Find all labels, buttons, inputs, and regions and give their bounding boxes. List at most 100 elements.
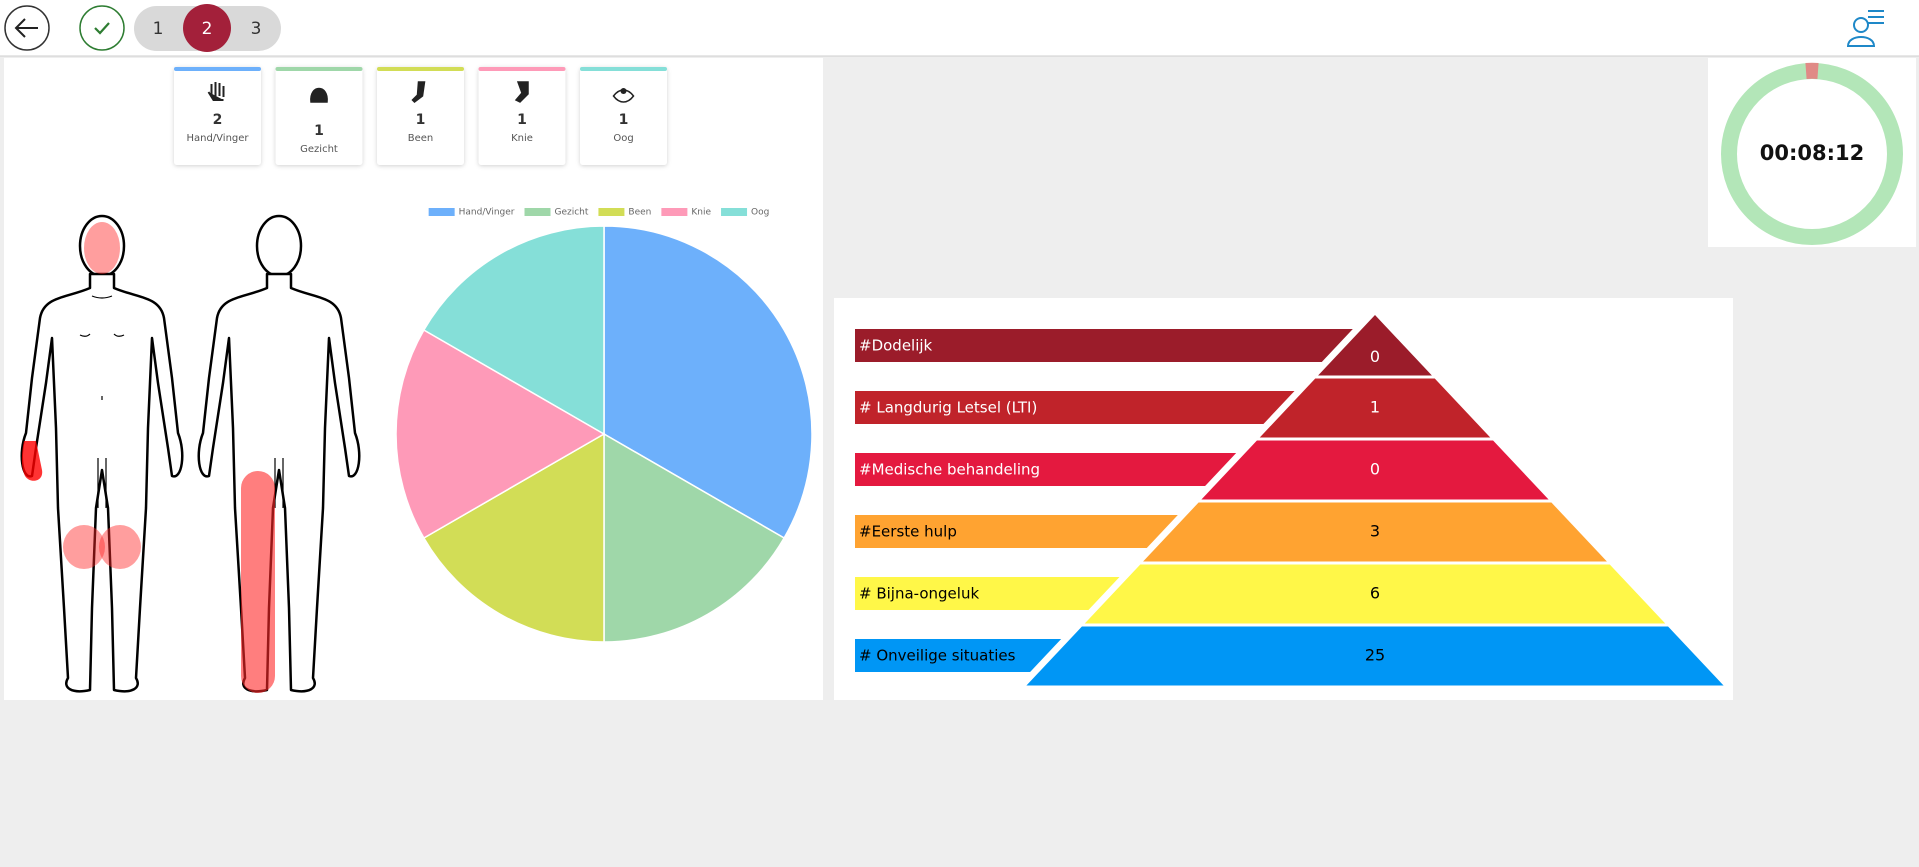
legend-label: Been <box>628 208 651 218</box>
legend-label: Hand/Vinger <box>459 208 515 218</box>
pyramid-level: # Bijna-ongeluk 6 <box>855 564 1666 624</box>
card-icon-pupil <box>620 88 627 94</box>
card-box <box>478 67 566 165</box>
pyramid-segment <box>1259 378 1491 438</box>
card-box <box>377 67 464 165</box>
pyramid-level: #Medische behandeling 0 <box>855 440 1549 500</box>
pyramid-segment <box>1318 315 1432 376</box>
card-count: 1 <box>314 123 324 139</box>
legend-swatch <box>721 208 748 216</box>
user-menu[interactable] <box>1846 10 1884 47</box>
step-button[interactable]: 3 <box>251 19 262 39</box>
pyramid-label-bar <box>855 577 1120 610</box>
toolbar <box>0 0 1919 56</box>
card-icon <box>612 89 635 103</box>
card-count: 1 <box>517 112 527 128</box>
pyramid-level: #Dodelijk 0 <box>855 315 1432 376</box>
legend-item[interactable]: Gezicht <box>524 208 589 218</box>
card-count: 1 <box>619 112 629 128</box>
pyramid-label: # Langdurig Letsel (LTI) <box>859 399 1037 417</box>
legend-item[interactable]: Knie <box>661 208 711 218</box>
legend-swatch <box>428 208 455 216</box>
pyramid-label-bar <box>855 453 1237 486</box>
pyramid-label: #Dodelijk <box>859 337 933 355</box>
card-icon <box>514 81 529 103</box>
card-label: Hand/Vinger <box>186 133 249 144</box>
body-front <box>20 214 184 693</box>
pyramid-value: 3 <box>1370 522 1380 541</box>
injury-zone-hand <box>21 441 43 481</box>
card-icon <box>207 82 225 101</box>
legend-label: Oog <box>751 208 769 218</box>
pyramid-label: #Eerste hulp <box>859 523 957 541</box>
card-box <box>275 67 363 165</box>
timer-panel <box>1708 58 1916 247</box>
confirm-button[interactable] <box>79 5 125 51</box>
pyramid-value: 1 <box>1370 398 1380 417</box>
legend-swatch <box>661 208 688 216</box>
pyramid-level: # Onveilige situaties 25 <box>855 626 1724 686</box>
pyramid-level: #Eerste hulp 3 <box>855 502 1607 562</box>
step-label: 2 <box>202 19 213 39</box>
card-box <box>580 67 667 165</box>
card-label: Been <box>408 133 434 144</box>
legend-label: Gezicht <box>555 208 589 218</box>
injury-card[interactable]: 1 Oog <box>580 67 667 165</box>
card-stripe <box>478 67 566 71</box>
pie-slice <box>395 328 606 540</box>
injury-zone-knee <box>63 525 105 569</box>
injury-zone-leg <box>241 471 275 693</box>
step-button[interactable]: 2 <box>183 4 231 52</box>
step-active-marker <box>183 4 231 52</box>
legend-swatch <box>524 208 551 216</box>
pie-slice <box>603 225 813 540</box>
card-icon <box>310 87 328 103</box>
pyramid-value: 0 <box>1370 347 1380 366</box>
card-stripe <box>580 67 667 71</box>
pie-slice <box>422 432 605 643</box>
legend-item[interactable]: Oog <box>721 208 769 218</box>
legend-item[interactable]: Hand/Vinger <box>428 208 515 218</box>
pyramid-label: #Medische behandeling <box>859 461 1040 479</box>
injury-card[interactable]: 1 Been <box>377 67 464 165</box>
pyramid-value: 25 <box>1365 646 1385 665</box>
pyramid-level: # Langdurig Letsel (LTI) 1 <box>855 378 1491 438</box>
injury-card[interactable]: 2 Hand/Vinger <box>174 67 261 165</box>
injury-zone-knee <box>99 525 141 569</box>
legend-item[interactable]: Been <box>598 208 651 218</box>
body-back <box>197 214 361 693</box>
pyramid-label: # Bijna-ongeluk <box>859 585 979 603</box>
injury-card[interactable]: 1 Gezicht <box>275 67 363 165</box>
step-label: 1 <box>153 19 164 39</box>
injury-zone-face <box>84 222 120 274</box>
pyramid-segment <box>1201 440 1549 500</box>
pyramid-segment <box>1143 502 1607 562</box>
card-label: Knie <box>511 133 533 144</box>
card-label: Oog <box>613 133 633 144</box>
card-stripe <box>275 67 363 71</box>
legend-swatch <box>598 208 625 216</box>
card-stripe <box>174 67 261 71</box>
timer-text: 00:08:12 <box>1760 141 1864 165</box>
card-icon <box>411 81 426 103</box>
card-count: 1 <box>416 112 426 128</box>
legend-label: Knie <box>691 208 711 218</box>
pyramid-value: 6 <box>1370 584 1380 603</box>
card-label: Gezicht <box>300 144 338 155</box>
injury-card[interactable]: 1 Knie <box>478 67 566 165</box>
card-stripe <box>377 67 464 71</box>
pyramid-label-bar <box>855 639 1062 672</box>
pyramid-label: # Onveilige situaties <box>859 647 1016 665</box>
pyramid-segment <box>1026 626 1724 686</box>
pyramid-segment <box>1084 564 1666 624</box>
card-count: 2 <box>213 112 223 128</box>
pie-slice <box>603 432 786 643</box>
back-button[interactable] <box>4 5 50 51</box>
pyramid-label-bar <box>855 391 1295 424</box>
pyramid-label-bar <box>855 329 1353 362</box>
step-button[interactable]: 1 <box>153 19 164 39</box>
card-box <box>174 67 261 165</box>
pie-slice <box>422 225 605 436</box>
